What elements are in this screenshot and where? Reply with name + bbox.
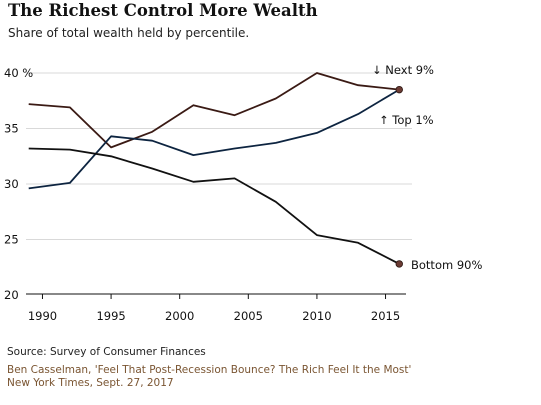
line-chart: 20 25 30 35 40 % 1990 1995 2000 2005 2010 2015 ↓ Ne…: [4, 63, 482, 323]
x-tick-label-2000: 2000: [165, 309, 194, 323]
axes: [26, 293, 406, 299]
chart-subtitle: Share of total wealth held by percentile…: [8, 26, 250, 40]
series-line-top-1: [28, 88, 400, 190]
x-tick-label-2015: 2015: [371, 309, 400, 323]
x-tick-label-1990: 1990: [28, 309, 57, 323]
series-label-next-9: ↓ Next 9%: [372, 63, 434, 77]
credit-line-2: New York Times, Sept. 27, 2017: [7, 377, 174, 389]
x-tick-label-2010: 2010: [302, 309, 331, 323]
series-label-bottom-90: Bottom 90%: [411, 258, 482, 272]
grid-lines: [26, 72, 412, 240]
source-note: Source: Survey of Consumer Finances: [7, 346, 206, 358]
endpoint-marker-bottom-90: [395, 260, 403, 268]
y-tick-label-25: 25: [4, 233, 19, 247]
series-lines: [28, 72, 403, 268]
chart-title: The Richest Control More Wealth: [8, 1, 318, 20]
series-line-next-9: [28, 72, 400, 149]
y-tick-label-40: 40 %: [4, 66, 33, 80]
x-tick-label-2005: 2005: [234, 309, 263, 323]
y-tick-label-35: 35: [4, 122, 19, 136]
labels: 20 25 30 35 40 % 1990 1995 2000 2005 2010 2015 ↓ Ne…: [4, 63, 482, 323]
y-tick-label-30: 30: [4, 177, 19, 191]
credit-line-1: Ben Casselman, 'Feel That Post-Recession…: [7, 364, 412, 376]
endpoint-marker-next-9: [395, 85, 403, 94]
x-tick-label-1995: 1995: [96, 309, 125, 323]
y-tick-label-20: 20: [4, 288, 19, 302]
series-label-top-1: ↑ Top 1%: [379, 113, 434, 127]
series-line-bottom-90: [28, 147, 400, 265]
